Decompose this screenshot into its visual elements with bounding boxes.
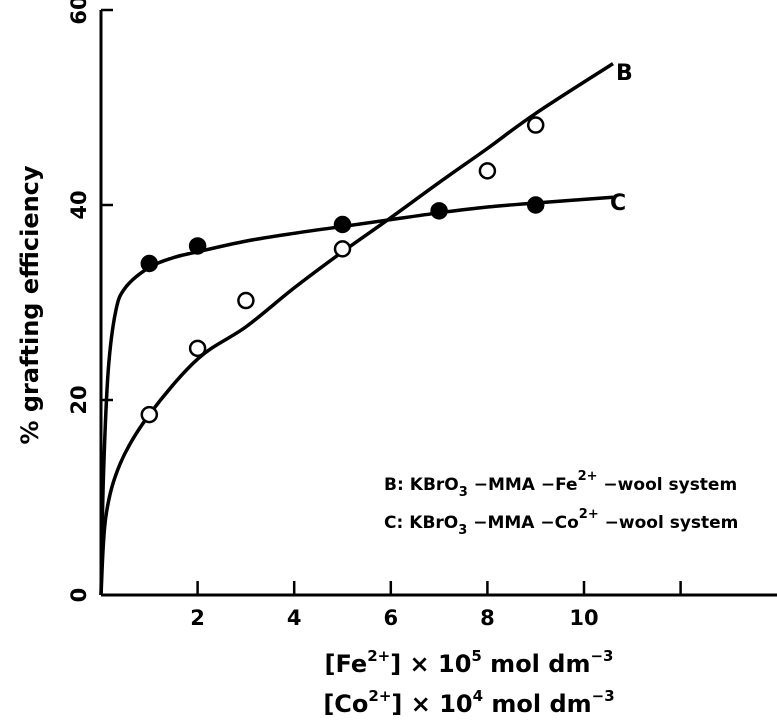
series-c-point [188, 237, 207, 255]
legend-entry-c: C: KBrO3 −MMA −Co2+ −wool system [384, 507, 738, 538]
series-b-point [237, 291, 255, 310]
x-tick-label: 2 [190, 606, 205, 630]
x-tick-label: 8 [480, 606, 495, 630]
series-c-point [140, 254, 159, 273]
series-b-point [188, 339, 207, 358]
x-axis-label: [Fe2+] × 105 mol dm−3 [Co2+] × 104 mol d… [323, 647, 614, 718]
x-tick-label: 4 [287, 606, 302, 630]
data-points [140, 116, 545, 424]
y-axis-label: % grafting efficiency [16, 165, 44, 444]
axes [99, 10, 777, 597]
series-c-curve [99, 195, 614, 596]
series-c-point [430, 202, 448, 220]
y-tick-label: 40 [67, 190, 91, 219]
series-b-point [140, 405, 159, 424]
x-axis-label-line1: [Fe2+] × 105 mol dm−3 [325, 647, 614, 678]
legend: B: KBrO3 −MMA −Fe2+ −wool system C: KBrO3 … [384, 469, 738, 538]
series-b-point [526, 116, 545, 134]
y-tick-label: 20 [67, 385, 91, 414]
series-label-b: B [616, 61, 633, 86]
series-b-point [333, 240, 352, 258]
y-tick-label: 60 [67, 0, 91, 25]
ticks: 2 4 6 8 10 0 20 40 60 [67, 0, 682, 630]
series-b-point [478, 162, 497, 180]
x-axis-label-line2: [Co2+] × 104 mol dm−3 [323, 687, 614, 718]
legend-entry-b: B: KBrO3 −MMA −Fe2+ −wool system [384, 469, 737, 500]
y-tick-label: 0 [67, 588, 91, 603]
x-tick-label: 10 [569, 606, 598, 630]
x-tick-label: 6 [383, 606, 398, 630]
series-c-point [333, 215, 352, 234]
series-label-c: C [610, 191, 626, 216]
series-b-curve [99, 62, 614, 596]
series-c-point [526, 196, 545, 214]
